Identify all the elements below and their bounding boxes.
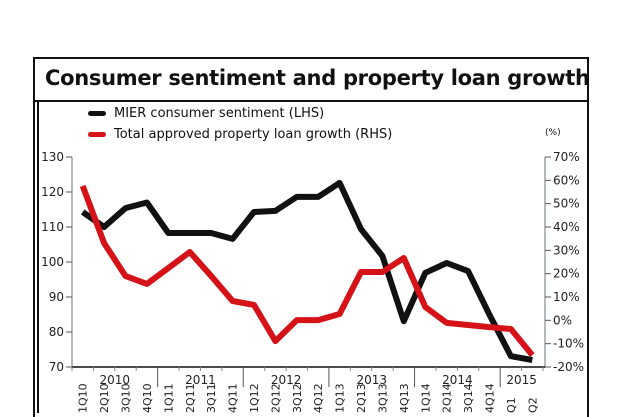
right-axis-tick-label: -10% bbox=[553, 337, 584, 351]
x-axis-tick-label: 4Q14 bbox=[483, 383, 496, 413]
left-axis-tick-label: 110 bbox=[41, 220, 64, 234]
x-axis-tick-label: 4Q12 bbox=[312, 383, 325, 413]
left-axis-tick-label: 70 bbox=[49, 360, 64, 374]
year-label: 2014 bbox=[442, 373, 473, 387]
sentiment-line bbox=[83, 183, 533, 360]
left-axis-tick-label: 80 bbox=[49, 325, 64, 339]
x-axis-tick-label: 2Q13 bbox=[355, 383, 368, 413]
x-axis-tick-label: Q1 bbox=[505, 397, 518, 413]
x-axis-tick-label: 1Q13 bbox=[334, 383, 347, 413]
x-axis-tick-label: 1Q14 bbox=[419, 383, 432, 413]
year-label: 2011 bbox=[185, 373, 216, 387]
x-axis-tick-label: 3Q13 bbox=[376, 383, 389, 413]
right-axis-tick-label: 20% bbox=[553, 267, 580, 281]
right-axis-tick-label: -20% bbox=[553, 360, 584, 374]
left-axis-tick-label: 120 bbox=[41, 185, 64, 199]
x-axis-tick-label: 4Q10 bbox=[141, 383, 154, 413]
left-axis-tick-label: 90 bbox=[49, 290, 64, 304]
x-axis-tick-label: 1Q11 bbox=[162, 383, 175, 413]
x-axis-tick-label: 3Q14 bbox=[462, 383, 475, 413]
year-label: 2010 bbox=[100, 373, 131, 387]
x-axis-tick-label: 2Q10 bbox=[98, 383, 111, 413]
x-axis-tick-label: 1Q12 bbox=[248, 383, 261, 413]
year-label: 2013 bbox=[356, 373, 387, 387]
x-axis-tick-label: 4Q11 bbox=[227, 383, 240, 413]
x-axis-tick-label: 4Q13 bbox=[398, 383, 411, 413]
right-axis-tick-label: 0% bbox=[553, 313, 572, 327]
x-axis-tick-label: 3Q11 bbox=[205, 383, 218, 413]
right-axis-tick-label: 60% bbox=[553, 173, 580, 187]
year-label: 2015 bbox=[506, 373, 537, 387]
right-axis-tick-label: 70% bbox=[553, 150, 580, 164]
x-axis-tick-label: 3Q12 bbox=[291, 383, 304, 413]
right-axis-tick-label: 10% bbox=[553, 290, 580, 304]
x-axis-tick-label: 2Q14 bbox=[441, 383, 454, 413]
x-axis-tick-label: 2Q12 bbox=[269, 383, 282, 413]
left-axis-tick-label: 100 bbox=[41, 255, 64, 269]
year-label: 2012 bbox=[271, 373, 302, 387]
x-axis-tick-label: 1Q10 bbox=[77, 383, 90, 413]
right-axis-tick-label: 50% bbox=[553, 197, 580, 211]
x-axis-tick-label: 3Q10 bbox=[120, 383, 133, 413]
x-axis-tick-label: 2Q11 bbox=[184, 383, 197, 413]
x-axis-tick-label: Q2 bbox=[526, 397, 539, 413]
left-axis-tick-label: 130 bbox=[41, 150, 64, 164]
right-axis-tick-label: 30% bbox=[553, 243, 580, 257]
right-axis-tick-label: 40% bbox=[553, 220, 580, 234]
